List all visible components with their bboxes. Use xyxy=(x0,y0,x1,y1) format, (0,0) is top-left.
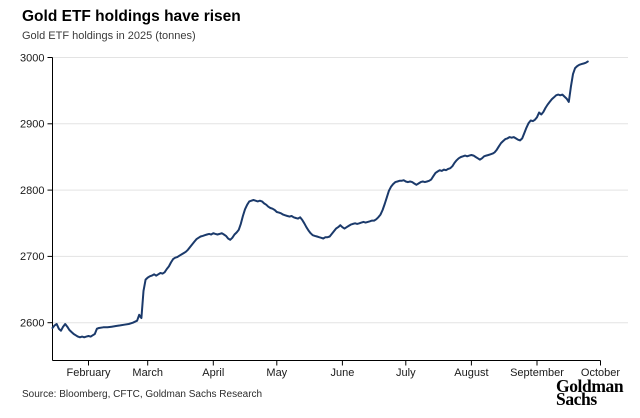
y-tick-label: 2600 xyxy=(20,318,44,330)
x-tick-label: August xyxy=(454,367,488,379)
gold-etf-holdings-line xyxy=(51,60,589,339)
x-tick-label: March xyxy=(132,367,163,379)
goldman-sachs-logo-line1: Goldman xyxy=(556,376,624,396)
goldman-sachs-logo: Goldman Sachs xyxy=(556,376,624,409)
y-tick-label: 2700 xyxy=(20,251,44,263)
x-tick-label: October xyxy=(581,367,620,379)
y-tick-label: 2900 xyxy=(20,119,44,131)
x-tick-label: September xyxy=(510,367,564,379)
goldman-sachs-logo-line2: Sachs xyxy=(556,388,597,409)
page-title: Gold ETF holdings have risen xyxy=(22,8,241,25)
page-subtitle: Gold ETF holdings in 2025 (tonnes) xyxy=(22,30,196,42)
x-tick-label: June xyxy=(330,367,354,379)
x-tick-label: July xyxy=(396,367,416,379)
x-tick-label: April xyxy=(202,367,224,379)
x-tick-label: February xyxy=(66,367,111,379)
x-tick-label: May xyxy=(266,367,287,379)
source-text: Source: Bloomberg, CFTC, Goldman Sachs R… xyxy=(22,389,263,400)
y-tick-label: 3000 xyxy=(20,52,44,64)
y-tick-label: 2800 xyxy=(20,185,44,197)
